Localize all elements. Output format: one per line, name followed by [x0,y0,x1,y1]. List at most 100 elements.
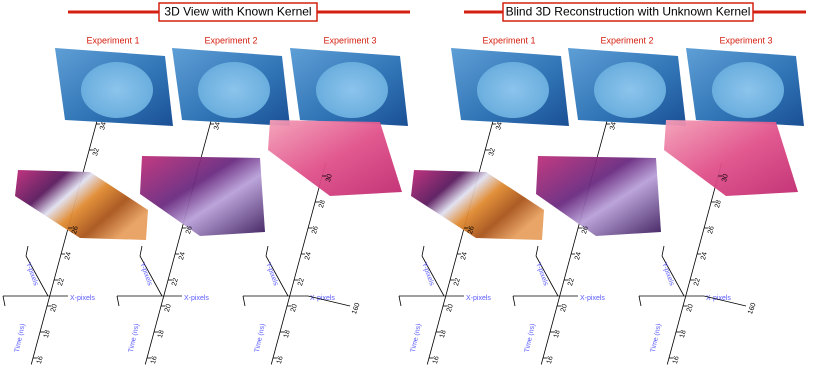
y-axis-end [661,245,665,257]
tick-label: 32 [92,147,101,156]
experiment-label: Experiment 2 [204,35,257,45]
experiment: Experiment 1 X-pixels Y-pixels Time (ns) 16 1… [2,35,173,365]
tick-label: 24 [460,251,469,260]
y-axis-end [139,245,143,257]
experiment-label: Experiment 2 [600,35,653,45]
experiment-label: Experiment 3 [323,35,376,45]
y-axis-label: Y-pixels [138,262,153,288]
depth-surface [411,170,544,240]
tick-label: 34 [213,121,222,130]
tick-label: 20 [686,303,695,312]
x-axis-end [116,295,120,307]
y-axis [139,255,163,297]
time-axis [426,110,497,365]
tick-label: 22 [57,277,66,286]
time-axis-label: Time (ns) [128,323,141,353]
y-axis [661,255,685,297]
tick-label: 34 [609,121,618,130]
x-axis-label: X-pixels [580,295,605,302]
tick-label: 26 [311,225,320,234]
y-axis-end [535,245,539,257]
tick-label: 20 [164,303,173,312]
experiment: Experiment 1 X-pixels Y-pixels Time (ns) 16 1… [398,35,569,365]
tick-label: 30 [325,173,334,182]
tick-label: 30 [721,173,730,182]
y-axis-end [421,245,425,257]
tick-label: 22 [453,277,462,286]
experiment: Experiment 3 X-pixels Y-pixels Time (ns) 160… [638,35,804,365]
x-axis-end [398,295,402,307]
y-axis-end [265,245,269,257]
experiment-label: Experiment 3 [719,35,772,45]
face-shape [81,62,153,118]
tick-label: 16 [672,355,681,364]
face-shape [198,62,270,118]
face-shape [712,62,784,118]
y-axis-label: Y-pixels [24,262,39,288]
tick-label: 20 [446,303,455,312]
tick-label: 16 [432,355,441,364]
y-axis [25,255,49,297]
tick-label: 26 [71,225,80,234]
tick-label: 20 [560,303,569,312]
depth-surface [664,120,798,196]
time-axis [666,162,723,365]
tick-label: 18 [283,329,292,338]
time-axis-label: Time (ns) [254,323,267,353]
y-axis [535,255,559,297]
y-axis [421,255,445,297]
tick-label: 24 [64,251,73,260]
depth-surface [268,120,402,196]
tick-label: 32 [488,147,497,156]
x-end-label: 160 [747,302,758,315]
x-axis-ext [703,295,747,307]
face-shape [477,62,549,118]
tick-label: 22 [297,277,306,286]
tick-label: 26 [467,225,476,234]
time-axis-label: Time (ns) [650,323,663,353]
x-axis-label: X-pixels [70,295,95,302]
x-end-label: 160 [351,302,362,315]
panel-title: 3D View with Known Kernel [164,5,311,19]
title-box [158,2,318,22]
tick-label: 24 [574,251,583,260]
face-shape [316,62,388,118]
tick-label: 26 [581,225,590,234]
x-axis-label: X-pixels [706,295,731,302]
tick-label: 16 [150,355,159,364]
x-axis-end [2,295,6,307]
tick-label: 28 [714,199,723,208]
time-axis-label: Time (ns) [14,323,27,353]
y-axis-end [25,245,29,257]
depth-surface [536,156,661,236]
time-axis [144,110,215,365]
experiment: Experiment 2 X-pixels Y-pixels Time (ns) 16 1… [512,35,686,365]
tick-label: 18 [439,329,448,338]
panel-title: Blind 3D Reconstruction with Unknown Ker… [506,5,751,19]
tick-label: 18 [553,329,562,338]
tick-label: 20 [50,303,59,312]
tick-label: 16 [276,355,285,364]
depth-surface [140,156,265,236]
tick-label: 26 [185,225,194,234]
x-axis-end [512,295,516,307]
tick-label: 18 [679,329,688,338]
y-axis [265,255,289,297]
tick-label: 24 [178,251,187,260]
tick-label: 22 [693,277,702,286]
y-axis-label: Y-pixels [264,262,279,288]
x-axis-end [242,295,246,307]
tick-label: 22 [567,277,576,286]
x-axis-ext [307,295,351,307]
y-axis-label: Y-pixels [660,262,675,288]
tick-label: 24 [700,251,709,260]
tick-label: 16 [36,355,45,364]
y-axis-label: Y-pixels [534,262,549,288]
x-axis-label: X-pixels [184,295,209,302]
tick-label: 34 [99,121,108,130]
title-box [502,2,754,22]
experiment: Experiment 2 X-pixels Y-pixels Time (ns) 16 1… [116,35,290,365]
tick-label: 18 [43,329,52,338]
time-axis [540,110,611,365]
